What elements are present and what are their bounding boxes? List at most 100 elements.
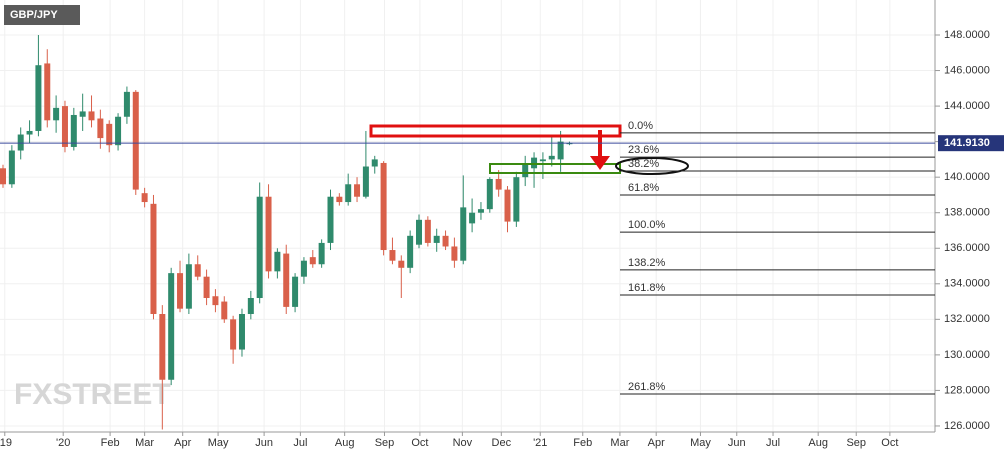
resistance-box — [369, 124, 622, 138]
candle-body — [398, 260, 405, 268]
y-tick-label: 136.0000 — [944, 242, 990, 254]
candle-body — [531, 157, 538, 169]
last-price-label: 141.9130 — [944, 137, 990, 149]
support-box — [489, 163, 621, 174]
candle-body — [17, 134, 24, 151]
candle-body — [212, 296, 219, 306]
candle-body — [221, 301, 228, 320]
candle-body — [35, 65, 42, 131]
fib-label: 161.8% — [628, 282, 666, 294]
fib-label: 100.0% — [628, 219, 666, 231]
x-tick-label: Feb — [573, 437, 592, 449]
candle-body — [354, 184, 361, 197]
candle-body — [433, 235, 440, 243]
x-tick-label: Sep — [846, 437, 866, 449]
x-tick-label: Nov — [453, 437, 473, 449]
symbol-badge — [4, 5, 80, 25]
candle-body — [168, 273, 175, 380]
candle-body — [327, 196, 334, 243]
candle-body — [451, 246, 458, 261]
fib-label: 23.6% — [628, 144, 659, 156]
candle-body — [274, 251, 281, 272]
candle-body — [106, 123, 113, 146]
candle-body — [53, 107, 60, 121]
x-tick-label: Aug — [335, 437, 355, 449]
x-tick-label: Aug — [808, 437, 828, 449]
candle-body — [469, 212, 476, 224]
y-tick-label: 134.0000 — [944, 278, 990, 290]
x-tick-label: Jul — [293, 437, 307, 449]
x-tick-label: '21 — [533, 437, 547, 449]
watermark: FXSTREET — [14, 378, 171, 411]
marks — [0, 35, 573, 430]
candle-body — [495, 178, 502, 190]
candle-body — [79, 111, 86, 117]
x-tick-label: Apr — [174, 437, 191, 449]
candle-body — [548, 155, 555, 160]
candle-body — [88, 111, 95, 121]
candle-body — [557, 141, 564, 160]
y-tick-label: 140.0000 — [944, 171, 990, 183]
x-tick-label: Mar — [610, 437, 629, 449]
x-tick-label: Jul — [766, 437, 780, 449]
x-tick-label: '19 — [0, 437, 12, 449]
candle-body — [442, 235, 449, 247]
x-tick-label: May — [208, 437, 229, 449]
fib-label: 61.8% — [628, 182, 659, 194]
candle-body — [247, 298, 254, 315]
candle-body — [486, 178, 493, 210]
candle-body — [26, 130, 33, 135]
candle-body — [504, 189, 511, 222]
fib-label: 138.2% — [628, 257, 666, 269]
candle-body — [292, 276, 299, 307]
y-tick-label: 128.0000 — [944, 384, 990, 396]
x-tick-label: Apr — [648, 437, 665, 449]
candle-body — [150, 203, 157, 315]
candle-body — [336, 196, 343, 203]
candle-body — [345, 184, 352, 203]
y-tick-label: 138.0000 — [944, 207, 990, 219]
candle-body — [194, 264, 201, 277]
candle-body — [477, 209, 484, 213]
candle-body — [177, 273, 184, 309]
candle-body — [460, 207, 467, 261]
candle-body — [203, 276, 210, 299]
x-tick-label: Jun — [255, 437, 273, 449]
candle-body — [8, 150, 15, 185]
fib-label: 0.0% — [628, 120, 653, 132]
y-tick-label: 144.0000 — [944, 100, 990, 112]
last-price-box — [938, 135, 1004, 152]
y-tick-label: 126.0000 — [944, 420, 990, 432]
candle-body — [513, 177, 520, 222]
y-tick-label: 146.0000 — [944, 64, 990, 76]
candle-body — [522, 164, 529, 178]
candle-body — [230, 319, 237, 350]
candle-body — [362, 166, 369, 197]
fib-label: 38.2% — [628, 158, 659, 170]
candle-body — [115, 116, 122, 146]
candle-body — [300, 260, 307, 277]
candle-body — [97, 118, 104, 139]
candle-body — [70, 114, 77, 147]
symbol-label: GBP/JPY — [10, 9, 58, 21]
candle-body — [380, 162, 387, 251]
x-tick-label: May — [690, 437, 711, 449]
candle-body — [389, 250, 396, 261]
candle-body — [141, 193, 148, 203]
x-tick-label: Mar — [135, 437, 154, 449]
x-tick-label: Oct — [881, 437, 898, 449]
y-tick-label: 148.0000 — [944, 29, 990, 41]
candle-body — [159, 314, 166, 380]
candle-body — [185, 264, 192, 309]
candle-body — [309, 257, 316, 265]
candle-body — [123, 91, 130, 117]
candle-body — [132, 91, 139, 190]
candle-body — [238, 314, 245, 350]
highlight-ellipse — [615, 157, 689, 175]
y-tick-label: 132.0000 — [944, 313, 990, 325]
candle-body — [283, 253, 290, 307]
candle-body — [371, 159, 378, 167]
fib-label: 261.8% — [628, 381, 666, 393]
candle-body — [539, 159, 546, 162]
